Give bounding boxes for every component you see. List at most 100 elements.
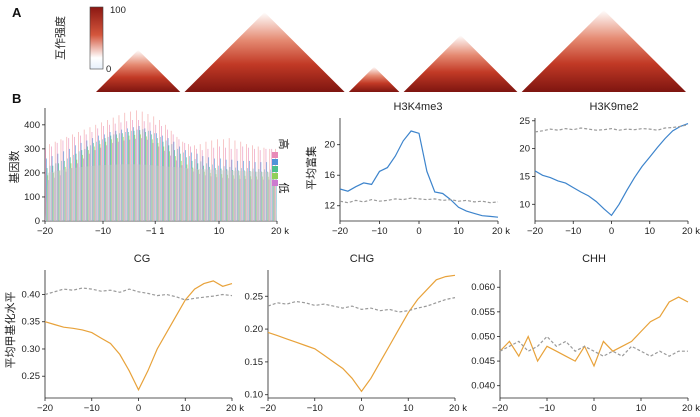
gene-count-bar (162, 141, 164, 221)
gene-count-bar (271, 148, 273, 221)
gene-count-bar (107, 136, 109, 221)
gene-count-bar (105, 141, 107, 221)
gene-count-bar (80, 135, 81, 221)
gene-count-bar (158, 146, 160, 221)
gene-count-bar (74, 136, 75, 221)
gene-count-bar (246, 144, 247, 221)
tad-triangles (96, 10, 686, 93)
gene-count-bar (160, 136, 161, 221)
gene-count-bar (257, 146, 259, 221)
gene-count-bar (196, 153, 198, 221)
gene-count-bar (165, 140, 167, 221)
h3k4me3-xtick-label: 0 (416, 226, 421, 237)
cg-chart: CG 平均甲基化水平 −20 −10 0 10 20 k 0.25 0.30 0.35 0.40 (3, 253, 244, 414)
gene-count-bar (247, 168, 248, 221)
gene-count-bar (241, 168, 242, 221)
gene-count-bar (56, 142, 58, 221)
legend-swatch-3 (272, 166, 278, 172)
gene-count-bar (213, 147, 215, 221)
gene-count-bar (207, 148, 209, 221)
gene-count-bar (53, 172, 54, 221)
gene-count-bar (193, 171, 194, 221)
gene-count-bar (255, 171, 257, 221)
gene-count-bar (199, 144, 201, 221)
gene-count-bar (228, 138, 230, 221)
gene-count-bar (57, 153, 59, 221)
gene-count-bar (169, 151, 170, 221)
gene-count-bar (209, 166, 210, 221)
h3k4me3-ytick-label: 20 (324, 140, 335, 151)
gene-count-bar (139, 130, 141, 221)
gene-count-bar (214, 168, 216, 221)
chg-chart: CHG −20 −10 0 10 20 k 0.10 0.15 0.20 0.25 (245, 253, 468, 414)
gene-count-ylabel: 基因数 (8, 151, 21, 184)
gene-count-bar (132, 120, 133, 221)
gene-count-bar (186, 164, 188, 221)
gene-count-bar (51, 156, 53, 221)
tad-triangle-5 (521, 10, 686, 93)
gene-count-bar (55, 163, 57, 221)
gene-count-bar (233, 178, 235, 221)
gene-count-xtick-label: −1 1 (146, 226, 165, 237)
gene-count-bar (84, 148, 86, 221)
chg-series-1 (267, 274, 456, 393)
gene-count-bar (256, 176, 257, 221)
gene-count-bar (183, 152, 184, 221)
gene-count-xtick-label: 10 (214, 226, 225, 237)
h3k4me3-ytick-label: 16 (324, 170, 335, 181)
h3k9me2-xtick-label: 0 (609, 226, 614, 237)
tad-triangle-3 (348, 66, 400, 92)
gene-count-bar (223, 166, 225, 221)
gene-count-xtick-label: −10 (95, 226, 111, 237)
gene-count-bar (117, 138, 118, 221)
h3k4me3-title: H3K4me3 (394, 101, 443, 113)
gene-count-bar (257, 179, 258, 221)
gene-count-bar (229, 166, 231, 221)
gene-count-bar (64, 166, 66, 221)
h3k9me2-title: H3K9me2 (590, 101, 639, 113)
panel-b-label: B (12, 91, 21, 106)
gene-count-bar (156, 138, 158, 221)
chg-ytick-label: 0.20 (245, 324, 264, 335)
gene-count-bar (90, 145, 92, 221)
gene-count-bar (63, 151, 65, 221)
gene-count-bar (211, 140, 213, 221)
gene-count-bar (88, 150, 89, 221)
gene-count-bar (200, 161, 202, 221)
h3k9me2-ytick-label: 25 (519, 116, 530, 127)
gene-count-bar (168, 145, 170, 221)
gene-count-bar (240, 141, 242, 221)
gene-count-bar (154, 133, 155, 221)
chh-ytick-label: 0.045 (471, 356, 495, 367)
gene-count-bar (228, 178, 229, 221)
gene-count-bar (185, 150, 186, 221)
gene-count-bar (187, 168, 189, 221)
h3k4me3-ylabel: 平均富集 (304, 146, 318, 190)
gene-count-bar (72, 134, 73, 221)
gene-count-bar (212, 164, 213, 221)
gene-count-bar (111, 139, 112, 221)
gene-count-bar (194, 159, 196, 221)
gene-count-bar (93, 142, 94, 221)
chh-xtick-label: 20 k (682, 403, 700, 414)
cg-xtick-label: −10 (84, 403, 100, 414)
gene-count-bar (115, 130, 117, 221)
gene-count-bar (141, 111, 143, 221)
cg-xtick-label: −20 (37, 403, 53, 414)
gene-count-bar (86, 140, 88, 221)
gene-count-bar (113, 134, 115, 221)
gene-count-bar (140, 134, 141, 221)
gene-count-bar (48, 180, 49, 221)
legend-swatch-5 (272, 180, 278, 186)
gene-count-bar (49, 165, 51, 221)
gene-count-bar (204, 171, 205, 221)
h3k9me2-xtick-label: 10 (644, 226, 655, 237)
gene-count-bar (138, 126, 140, 221)
gene-count-bar (126, 121, 128, 221)
gene-count-bar (254, 162, 256, 221)
chg-ytick-label: 0.25 (245, 291, 264, 302)
gene-count-bar (190, 146, 191, 221)
gene-count-bar (267, 176, 269, 221)
gene-count-bar (67, 158, 68, 221)
gene-count-ytick-label: 300 (24, 144, 40, 155)
